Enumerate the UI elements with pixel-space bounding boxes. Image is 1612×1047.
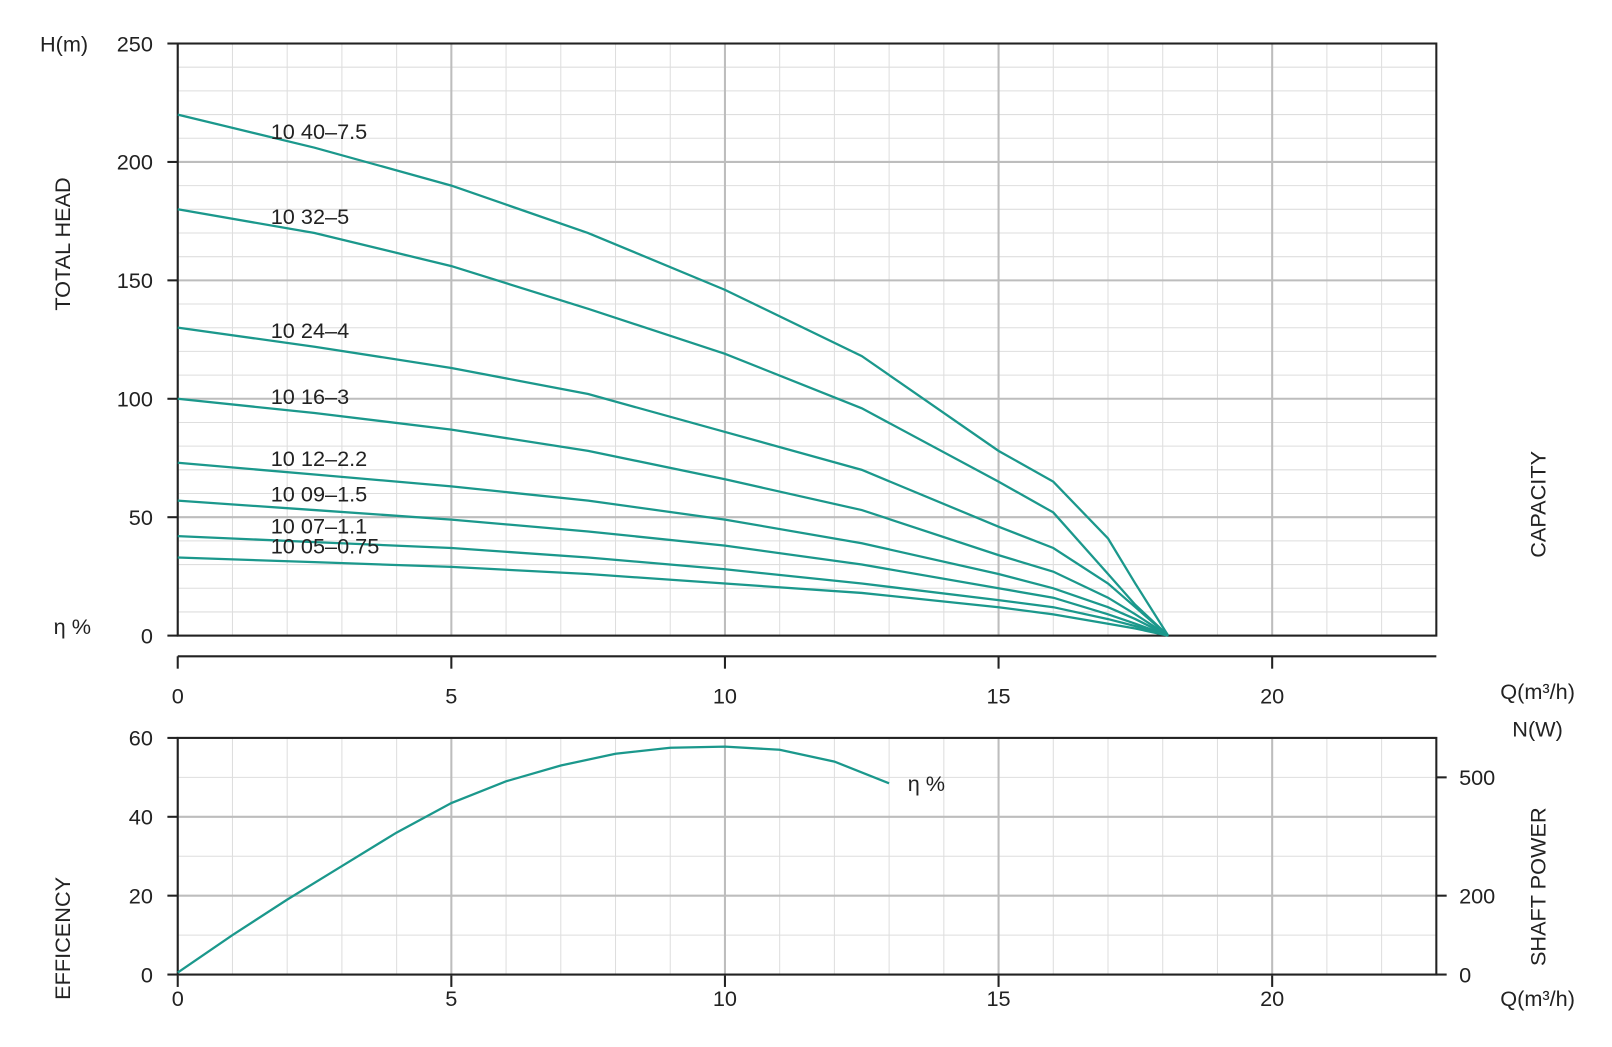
x-tick-label: 20 xyxy=(1260,683,1284,708)
y2-axis-label: SHAFT POWER xyxy=(1525,807,1550,966)
y-tick-label: 40 xyxy=(129,805,153,830)
y-tick-label: 0 xyxy=(141,623,153,648)
y2-tick-label: 200 xyxy=(1459,883,1495,908)
y-tick-label: 250 xyxy=(117,31,153,56)
y-axis-label: EFFICENCY xyxy=(50,877,75,1000)
x-tick-label: 0 xyxy=(172,986,184,1011)
x-tick-label: 5 xyxy=(445,683,457,708)
x-tick-label: 10 xyxy=(713,683,737,708)
x-tick-label: 20 xyxy=(1260,986,1284,1011)
x-unit: Q(m³/h) xyxy=(1500,679,1575,704)
x-tick-label: 15 xyxy=(986,986,1010,1011)
series-label: 10 32–5 xyxy=(271,204,349,229)
y-tick-label: 200 xyxy=(117,150,153,175)
y2-unit: N(W) xyxy=(1512,716,1563,741)
y-tick-label: 150 xyxy=(117,268,153,293)
curve xyxy=(177,397,1169,637)
x-axis-label: CAPACITY xyxy=(1525,451,1550,558)
curve xyxy=(177,326,1169,637)
series-label: 10 05–0.75 xyxy=(271,533,380,558)
y-tick-label: 60 xyxy=(129,726,153,751)
curve xyxy=(177,461,1169,637)
y-tick-label: 100 xyxy=(117,387,153,412)
curve xyxy=(177,499,1169,637)
curve xyxy=(177,208,1169,637)
curve xyxy=(177,113,1170,637)
y-axis-label: TOTAL HEAD xyxy=(50,177,75,310)
y2-tick-label: 0 xyxy=(1459,962,1471,987)
x-tick-label: 5 xyxy=(445,986,457,1011)
series-label: 10 09–1.5 xyxy=(271,481,367,506)
y2-tick-label: 500 xyxy=(1459,765,1495,790)
series-label: 10 07–1.1 xyxy=(271,513,367,538)
series-label: 10 12–2.2 xyxy=(271,446,367,471)
y-tick-label: 50 xyxy=(129,505,153,530)
curve xyxy=(177,745,890,974)
series-label: 10 40–7.5 xyxy=(271,119,367,144)
series-label: 10 16–3 xyxy=(271,384,349,409)
curve xyxy=(177,534,1169,637)
x-tick-label: 15 xyxy=(986,683,1010,708)
x-unit: Q(m³/h) xyxy=(1500,986,1575,1011)
y-unit: H(m) xyxy=(40,31,88,56)
axis-symbol: η % xyxy=(54,614,91,639)
x-tick-label: 10 xyxy=(713,986,737,1011)
plot-frame xyxy=(176,736,1438,976)
y-tick-label: 20 xyxy=(129,883,153,908)
series-label: η % xyxy=(908,771,945,796)
series-label: 10 24–4 xyxy=(271,318,349,343)
x-tick-label: 0 xyxy=(172,683,184,708)
curve xyxy=(177,556,1169,637)
y-tick-label: 0 xyxy=(141,962,153,987)
plot-frame xyxy=(176,42,1438,637)
